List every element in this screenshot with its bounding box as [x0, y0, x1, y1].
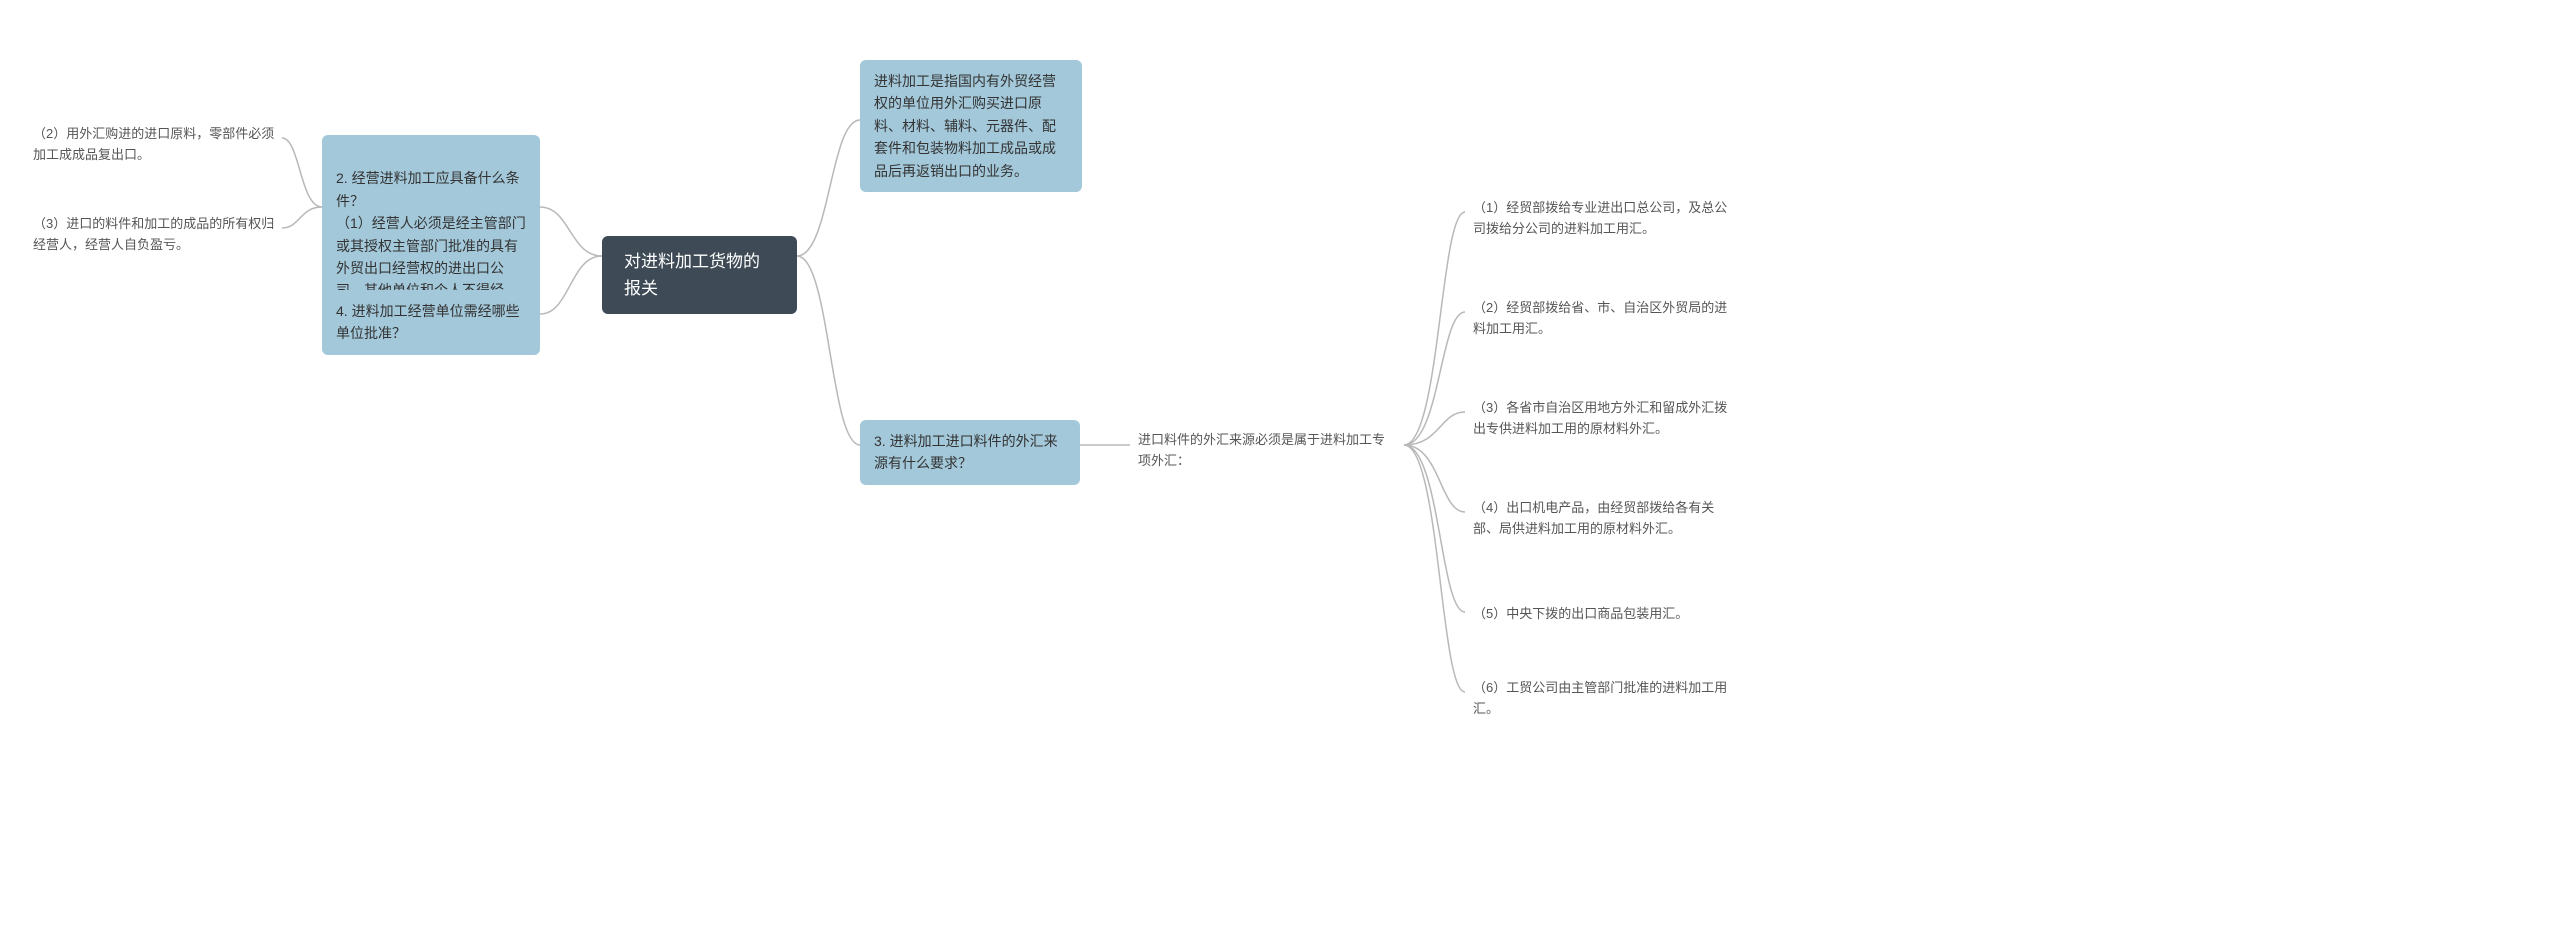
root-node[interactable]: 对进料加工货物的报关: [602, 236, 797, 314]
right-branch-2-leaf-5: （5）中央下拨的出口商品包装用汇。: [1465, 600, 1745, 629]
leaf-label: （6）工贸公司由主管部门批准的进料加工用汇。: [1473, 680, 1727, 716]
leaf-label: （3）进口的料件和加工的成品的所有权归经营人，经营人自负盈亏。: [33, 216, 274, 252]
left-branch-1-leaf-2: （3）进口的料件和加工的成品的所有权归经营人，经营人自负盈亏。: [25, 210, 285, 260]
right-branch-2[interactable]: 3. 进料加工进口料件的外汇来源有什么要求？: [860, 420, 1080, 485]
root-label: 对进料加工货物的报关: [624, 252, 760, 298]
right-branch-2-leaf-4: （4）出口机电产品，由经贸部拨给各有关部、局供进料加工用的原材料外汇。: [1465, 494, 1745, 544]
leaf-label: 进口料件的外汇来源必须是属于进料加工专项外汇：: [1138, 432, 1385, 468]
right-branch-2-label: 3. 进料加工进口料件的外汇来源有什么要求？: [874, 433, 1058, 471]
leaf-label: （1）经贸部拨给专业进出口总公司，及总公司拨给分公司的进料加工用汇。: [1473, 200, 1727, 236]
leaf-label: （2）经贸部拨给省、市、自治区外贸局的进料加工用汇。: [1473, 300, 1727, 336]
leaf-label: （5）中央下拨的出口商品包装用汇。: [1473, 606, 1688, 621]
leaf-label: （3）各省市自治区用地方外汇和留成外汇拨出专供进料加工用的原材料外汇。: [1473, 400, 1727, 436]
right-branch-2-leaf-6: （6）工贸公司由主管部门批准的进料加工用汇。: [1465, 674, 1745, 724]
right-branch-1[interactable]: 进料加工是指国内有外贸经营权的单位用外汇购买进口原料、材料、辅料、元器件、配套件…: [860, 60, 1082, 192]
right-branch-2-leaf-2: （2）经贸部拨给省、市、自治区外贸局的进料加工用汇。: [1465, 294, 1745, 344]
left-branch-2[interactable]: 4. 进料加工经营单位需经哪些单位批准？: [322, 290, 540, 355]
right-branch-1-label: 进料加工是指国内有外贸经营权的单位用外汇购买进口原料、材料、辅料、元器件、配套件…: [874, 73, 1056, 179]
left-branch-2-label: 4. 进料加工经营单位需经哪些单位批准？: [336, 303, 520, 341]
right-branch-2-leaf-3: （3）各省市自治区用地方外汇和留成外汇拨出专供进料加工用的原材料外汇。: [1465, 394, 1745, 444]
right-branch-2-leaf-1: （1）经贸部拨给专业进出口总公司，及总公司拨给分公司的进料加工用汇。: [1465, 194, 1745, 244]
right-branch-2-intro: 进口料件的外汇来源必须是属于进料加工专项外汇：: [1130, 426, 1405, 476]
leaf-label: （4）出口机电产品，由经贸部拨给各有关部、局供进料加工用的原材料外汇。: [1473, 500, 1714, 536]
left-branch-1-leaf-1: （2）用外汇购进的进口原料，零部件必须加工成成品复出口。: [25, 120, 285, 170]
leaf-label: （2）用外汇购进的进口原料，零部件必须加工成成品复出口。: [33, 126, 274, 162]
